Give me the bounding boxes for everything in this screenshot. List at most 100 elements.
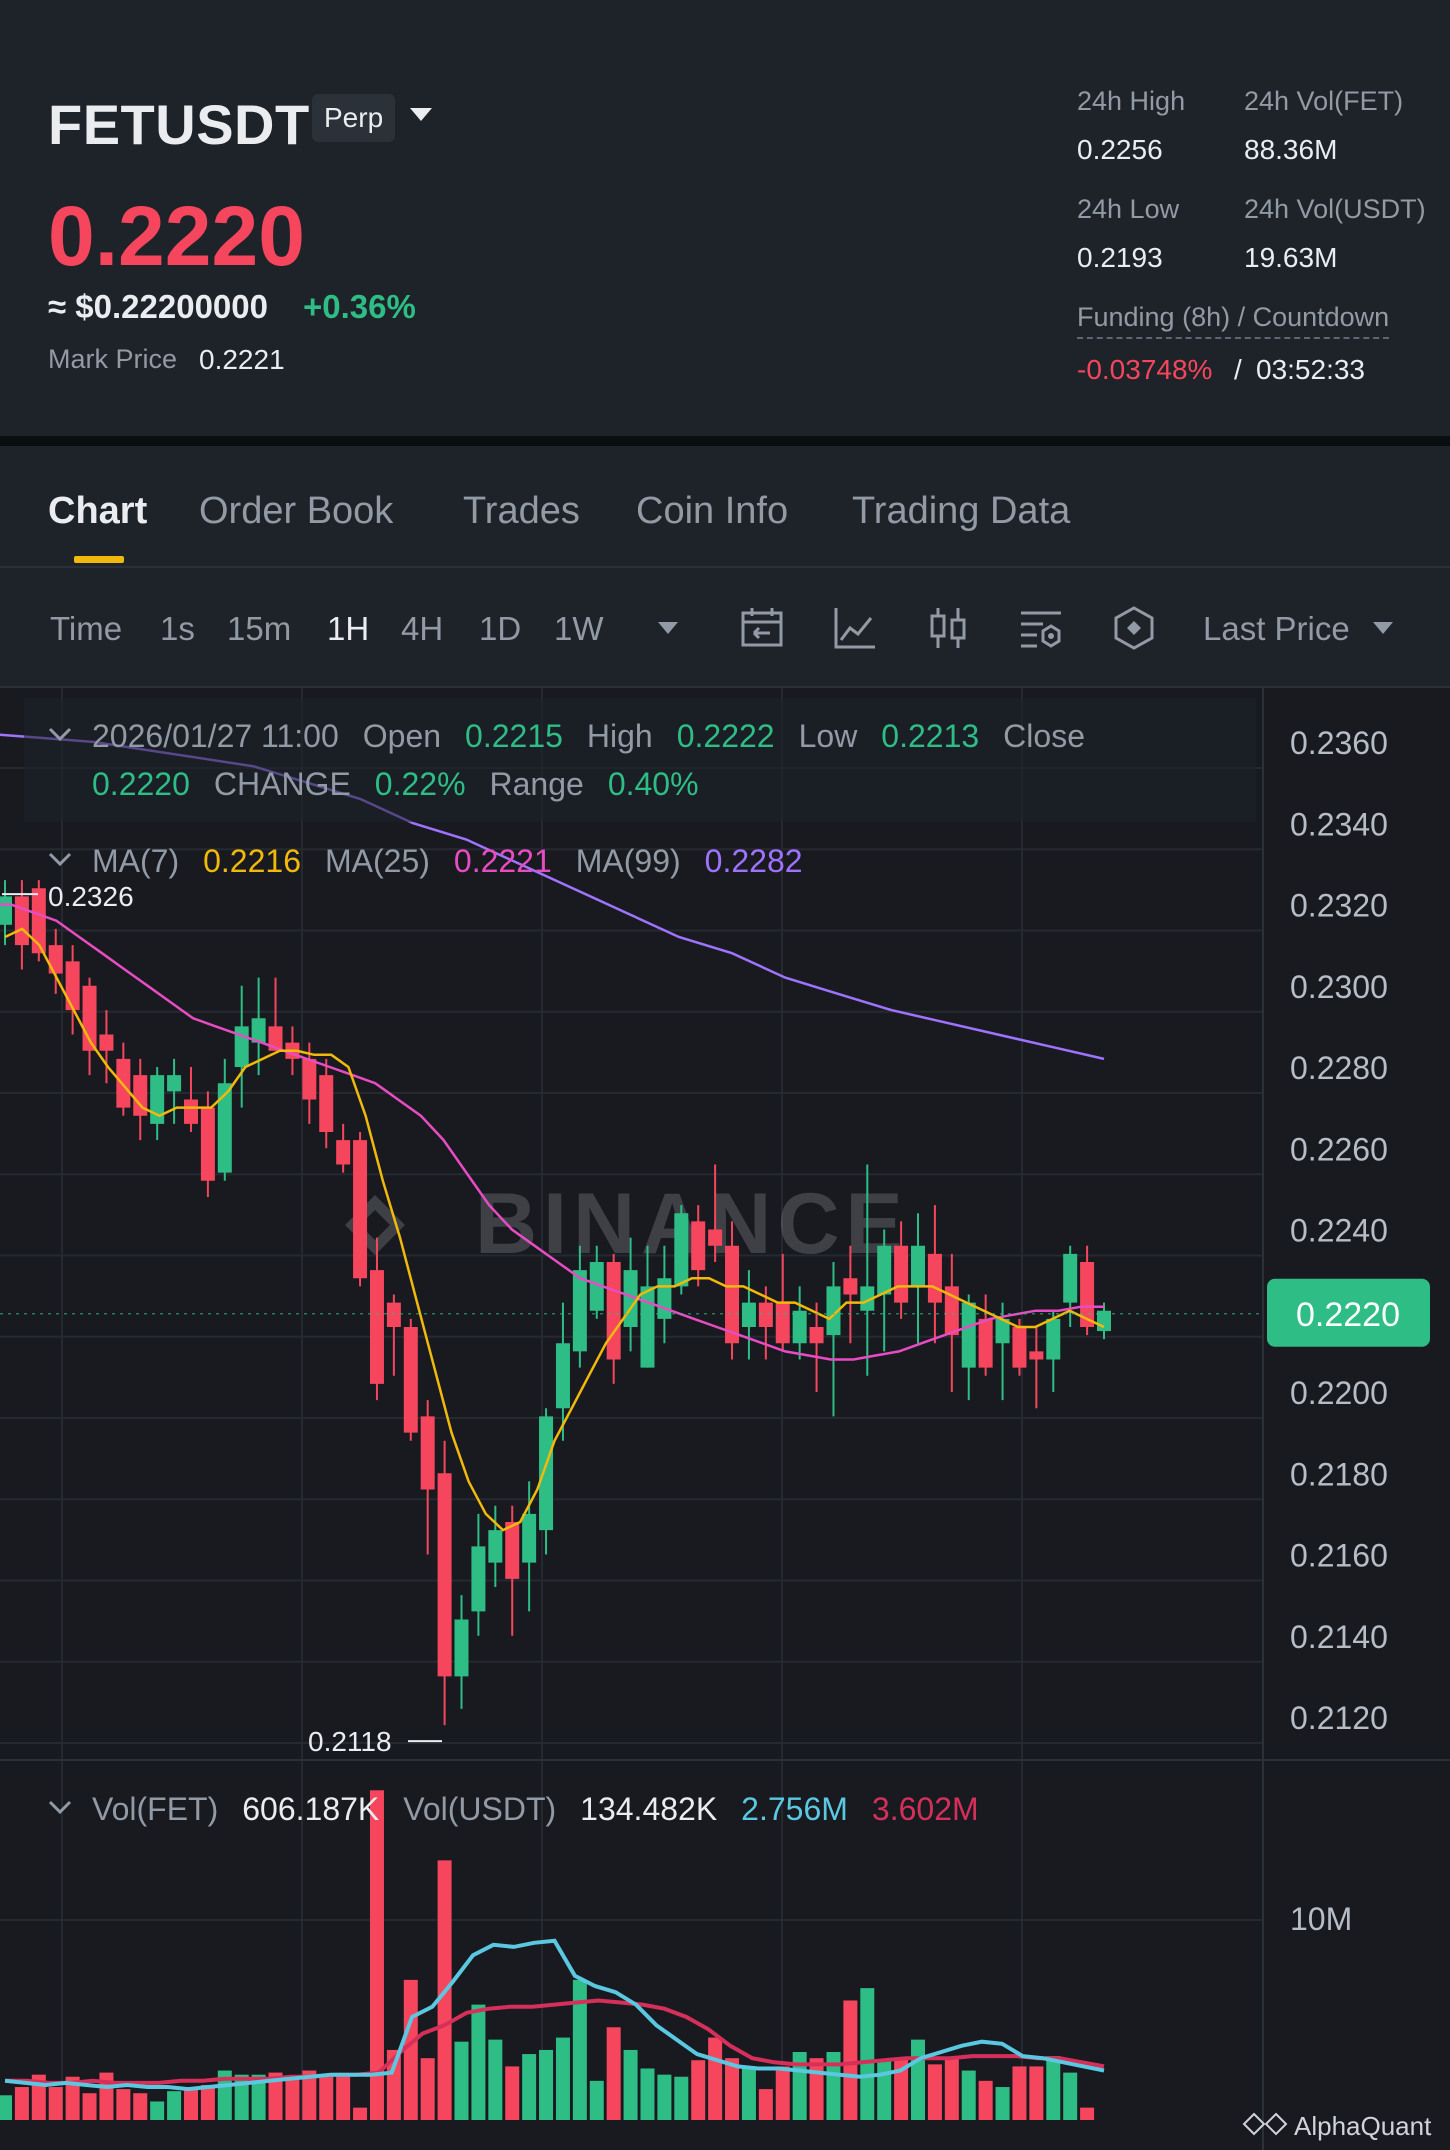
interval-15m[interactable]: 15m bbox=[227, 610, 292, 647]
more-intervals-icon[interactable] bbox=[658, 622, 678, 634]
vol-usdt-24h-value: 19.63M bbox=[1244, 242, 1338, 273]
volume-bar bbox=[589, 2080, 604, 2120]
volume-bar bbox=[48, 2087, 63, 2120]
tab-chart[interactable]: Chart bbox=[48, 490, 148, 532]
interval-time[interactable]: Time bbox=[50, 610, 123, 647]
alphaquant-logo-watermark: AlphaQuant bbox=[1242, 2111, 1432, 2141]
usd-price: ≈ $0.22200000 bbox=[48, 288, 268, 325]
volume-bar bbox=[995, 2087, 1010, 2120]
candle-down bbox=[1029, 1351, 1044, 1360]
candle-up bbox=[0, 896, 12, 925]
interval-1h[interactable]: 1H bbox=[327, 610, 370, 647]
chart-settings-icon[interactable] bbox=[1017, 604, 1065, 652]
candle-down bbox=[775, 1302, 790, 1344]
candle-down bbox=[183, 1099, 198, 1124]
price-axis-label: 0.2240 bbox=[1290, 1213, 1388, 1249]
price-type-dropdown-icon[interactable] bbox=[1373, 622, 1393, 634]
candle-down bbox=[437, 1473, 452, 1677]
price-axis-label: 0.2120 bbox=[1290, 1700, 1388, 1736]
symbol-dropdown-icon[interactable] bbox=[410, 108, 432, 121]
candle-down bbox=[725, 1245, 740, 1344]
price-type-selector[interactable]: Last Price bbox=[1203, 610, 1350, 647]
volume-bar bbox=[555, 2037, 570, 2120]
candle-up bbox=[488, 1530, 503, 1563]
volume-bar bbox=[488, 2039, 503, 2120]
candle-style-icon[interactable] bbox=[924, 604, 972, 652]
volume-bar bbox=[640, 2068, 655, 2120]
candle-up bbox=[657, 1278, 672, 1319]
volume-bar bbox=[792, 2052, 807, 2120]
price-axis-label: 0.2280 bbox=[1290, 1050, 1388, 1086]
volume-bar bbox=[251, 2074, 266, 2120]
candle-up bbox=[995, 1318, 1010, 1344]
candle-down bbox=[403, 1327, 418, 1433]
tab-trading-data[interactable]: Trading Data bbox=[852, 490, 1071, 532]
symbol-title[interactable]: FETUSDT bbox=[48, 93, 310, 156]
volume-bar bbox=[353, 2107, 368, 2120]
volume-bar bbox=[0, 2095, 12, 2120]
candle-up bbox=[471, 1546, 486, 1612]
ma25-line bbox=[0, 903, 1104, 1361]
funding-countdown-label[interactable]: Funding (8h) / Countdown bbox=[1077, 302, 1390, 339]
vol-usdt-24h-label: 24h Vol(USDT) bbox=[1244, 194, 1426, 224]
volume-bar bbox=[200, 2084, 215, 2120]
ma-collapse-chevron-icon bbox=[48, 852, 72, 867]
candle-down bbox=[691, 1221, 706, 1271]
volume-bar bbox=[99, 2072, 114, 2120]
vol-fet-24h-label: 24h Vol(FET) bbox=[1244, 86, 1404, 116]
candle-up bbox=[539, 1416, 554, 1531]
current-price-tag-label: 0.2220 bbox=[1296, 1296, 1400, 1334]
chart-toolbar bbox=[0, 568, 1450, 688]
volume-bar bbox=[691, 2060, 706, 2120]
candle-down bbox=[133, 1075, 148, 1116]
tab-bar bbox=[0, 446, 1450, 568]
volume-bar bbox=[1046, 2056, 1061, 2120]
volume-bar bbox=[961, 2070, 976, 2120]
candle-down bbox=[65, 961, 80, 1011]
interval-4h[interactable]: 4H bbox=[401, 610, 444, 647]
ma-legend: MA(7) 0.2216 MA(25) 0.2221 MA(99) 0.2282 bbox=[92, 843, 803, 879]
interval-1s[interactable]: 1s bbox=[160, 610, 195, 647]
volume-bar bbox=[657, 2074, 672, 2120]
funding-rate: -0.03748% bbox=[1077, 354, 1213, 385]
volume-bar bbox=[894, 2058, 909, 2120]
current-price-tag bbox=[1267, 1278, 1430, 1347]
candle-up bbox=[826, 1286, 841, 1336]
candle-up bbox=[522, 1513, 537, 1563]
high-24h-label: 24h High bbox=[1077, 86, 1186, 116]
candle-up bbox=[555, 1343, 570, 1409]
candle-down bbox=[386, 1302, 401, 1327]
candle-down bbox=[1080, 1262, 1095, 1327]
volume-bar bbox=[539, 2049, 554, 2120]
volume-ma-short-line bbox=[4, 1938, 1105, 2092]
change-percent: +0.36% bbox=[303, 288, 416, 325]
candle-down bbox=[336, 1140, 351, 1165]
volume-bar bbox=[116, 2089, 131, 2120]
interval-1d[interactable]: 1D bbox=[479, 610, 522, 647]
high-24h-value: 0.2256 bbox=[1077, 134, 1163, 165]
indicators-icon[interactable] bbox=[831, 604, 879, 652]
candle-up bbox=[640, 1286, 655, 1368]
volume-bar bbox=[809, 2058, 824, 2120]
min-price-marker: 0.2118 bbox=[308, 1726, 392, 1757]
candle-up bbox=[961, 1302, 976, 1368]
candle-up bbox=[454, 1619, 469, 1677]
candle-down bbox=[978, 1318, 993, 1368]
volume-bar bbox=[877, 2060, 892, 2120]
active-tab-indicator bbox=[74, 556, 124, 563]
volume-bar bbox=[369, 1790, 384, 2120]
candle-down bbox=[758, 1302, 773, 1327]
tab-coin-info[interactable]: Coin Info bbox=[636, 490, 789, 532]
volume-bar bbox=[708, 2037, 723, 2120]
candle-down bbox=[505, 1522, 520, 1579]
calendar-range-icon[interactable] bbox=[738, 604, 786, 652]
depth-chart-icon[interactable] bbox=[1110, 604, 1158, 652]
volume-bar bbox=[454, 2041, 469, 2120]
low-24h-label: 24h Low bbox=[1077, 194, 1180, 224]
tab-order-book[interactable]: Order Book bbox=[199, 490, 394, 532]
volume-bar bbox=[1012, 2066, 1027, 2120]
volume-bar bbox=[302, 2070, 317, 2120]
interval-1w[interactable]: 1W bbox=[554, 610, 604, 647]
tab-trades[interactable]: Trades bbox=[463, 490, 580, 532]
